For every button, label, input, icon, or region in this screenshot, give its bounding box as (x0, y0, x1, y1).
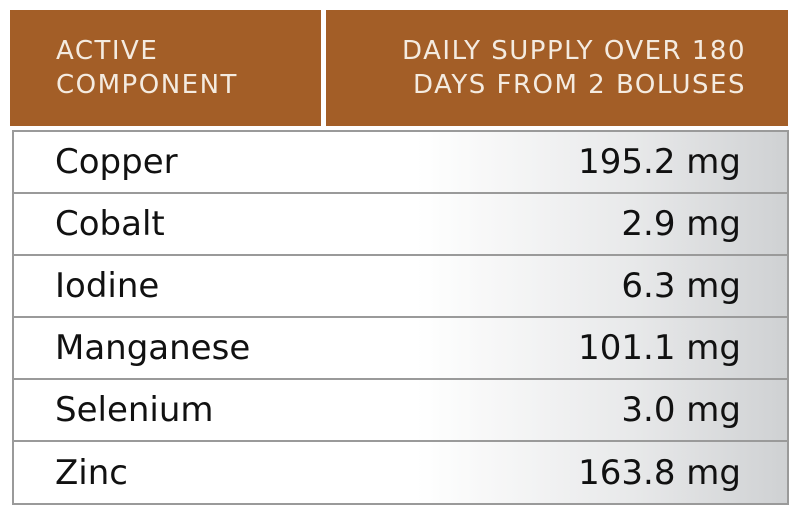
supply-value: 195.2 mg (578, 142, 741, 182)
header-active-component: ACTIVE COMPONENT (10, 10, 321, 126)
header-divider (321, 10, 326, 126)
header-col2-line1: DAILY SUPPLY OVER 180 (402, 36, 746, 66)
table-header: ACTIVE COMPONENT DAILY SUPPLY OVER 180 D… (10, 10, 788, 126)
supply-value: 2.9 mg (621, 204, 741, 244)
table-row: Iodine 6.3 mg (14, 256, 787, 318)
supply-value: 3.0 mg (621, 390, 741, 430)
component-name: Copper (55, 142, 178, 182)
component-name: Selenium (55, 390, 214, 430)
header-col1-line2: COMPONENT (56, 70, 238, 100)
table-row: Copper 195.2 mg (14, 132, 787, 194)
supply-value: 6.3 mg (621, 266, 741, 306)
component-name: Zinc (55, 452, 128, 493)
table-row: Manganese 101.1 mg (14, 318, 787, 380)
table-row: Zinc 163.8 mg (14, 442, 787, 503)
component-name: Manganese (55, 328, 251, 368)
header-col2-line2: DAYS FROM 2 BOLUSES (413, 70, 746, 100)
supply-value: 101.1 mg (578, 328, 741, 368)
component-name: Iodine (55, 266, 160, 306)
header-col1-line1: ACTIVE (56, 36, 159, 66)
component-name: Cobalt (55, 204, 165, 244)
table-row: Cobalt 2.9 mg (14, 194, 787, 256)
table-body: Copper 195.2 mg Cobalt 2.9 mg Iodine 6.3… (12, 130, 789, 505)
table-row: Selenium 3.0 mg (14, 380, 787, 442)
header-daily-supply: DAILY SUPPLY OVER 180 DAYS FROM 2 BOLUSE… (326, 10, 788, 126)
supply-value: 163.8 mg (578, 452, 741, 493)
